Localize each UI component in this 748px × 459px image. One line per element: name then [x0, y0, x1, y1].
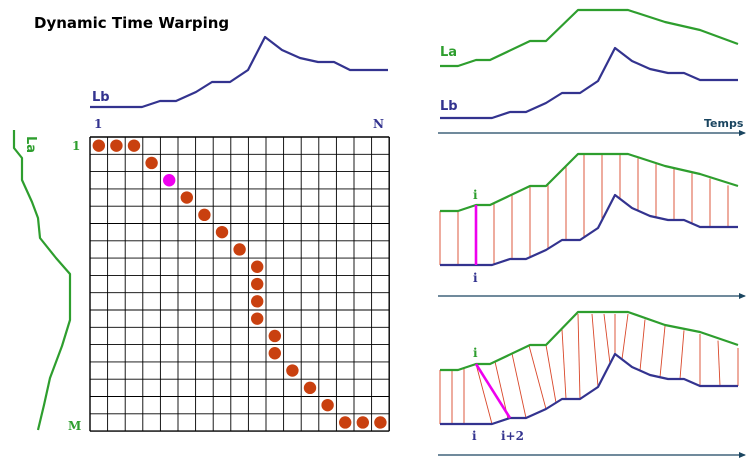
la-label-left: La	[23, 136, 38, 153]
path-dot	[145, 156, 158, 170]
path-dot	[374, 416, 387, 429]
lb-curve-mid	[440, 193, 738, 267]
alignment-line	[545, 344, 557, 403]
alignment-line	[639, 319, 646, 371]
right-middle-panel: i i	[438, 152, 746, 299]
path-dot	[339, 416, 352, 429]
path-dot	[268, 347, 281, 360]
path-dot	[198, 208, 211, 222]
time-axis-label: Temps	[704, 117, 744, 130]
right-top-panel: La Lb Temps	[438, 8, 746, 136]
mid-top-index: i	[473, 188, 478, 202]
path-dot	[180, 191, 193, 204]
path-dot	[321, 398, 334, 412]
dtw-cost-matrix	[89, 136, 390, 432]
path-dot	[251, 277, 264, 291]
lb-curve-horizontal	[90, 35, 388, 109]
path-dot	[127, 139, 141, 152]
alignment-line	[679, 330, 685, 380]
path-dot	[356, 416, 369, 429]
diagram-title: Dynamic Time Warping	[34, 14, 229, 32]
warping-path	[92, 139, 387, 429]
path-dot	[268, 329, 281, 343]
bottom-index-i: i	[472, 429, 477, 443]
alignment-line	[511, 353, 527, 419]
path-dot	[92, 139, 106, 152]
alignment-line	[603, 313, 611, 364]
path-dot	[286, 364, 299, 377]
path-dot	[110, 139, 123, 152]
lb-label-left: Lb	[92, 90, 110, 105]
path-dot	[303, 381, 317, 395]
left-panel: Lb La 1 N 1 M	[12, 35, 390, 433]
path-dot	[215, 225, 229, 239]
highlight-alignment-bottom	[474, 363, 512, 419]
alignment-line	[621, 313, 629, 360]
bottom-index-i-plus-2: i+2	[501, 429, 524, 443]
dtw-alignment-lines	[439, 313, 739, 425]
path-dot	[251, 260, 264, 273]
col-last-label: N	[373, 117, 384, 131]
la-curve-mid	[440, 152, 739, 213]
alignment-line	[528, 345, 547, 410]
la-curve-top	[440, 8, 739, 68]
row-last-label: M	[68, 419, 81, 433]
alignment-line	[717, 340, 721, 387]
alignment-line	[475, 363, 493, 425]
path-dot	[251, 312, 264, 325]
alignment-line	[659, 325, 666, 378]
lb-curve-bottom	[440, 352, 738, 426]
bottom-top-index: i	[473, 346, 478, 360]
la-curve-bottom	[440, 310, 739, 372]
row-first-label: 1	[72, 139, 80, 153]
la-curve-vertical	[12, 130, 72, 431]
path-dot	[251, 295, 264, 308]
right-bottom-panel: i i i+2	[438, 310, 746, 458]
path-dot-highlight	[163, 174, 176, 187]
alignment-line	[591, 313, 599, 388]
alignment-line	[561, 329, 567, 400]
path-dot	[233, 243, 246, 256]
lb-curve-top	[440, 46, 738, 120]
mid-bottom-index: i	[473, 271, 478, 285]
vertical-alignment-lines	[439, 155, 729, 265]
lb-label-right: Lb	[440, 99, 458, 114]
la-label-right: La	[440, 45, 457, 60]
alignment-line	[577, 313, 581, 400]
col-first-label: 1	[94, 117, 102, 131]
